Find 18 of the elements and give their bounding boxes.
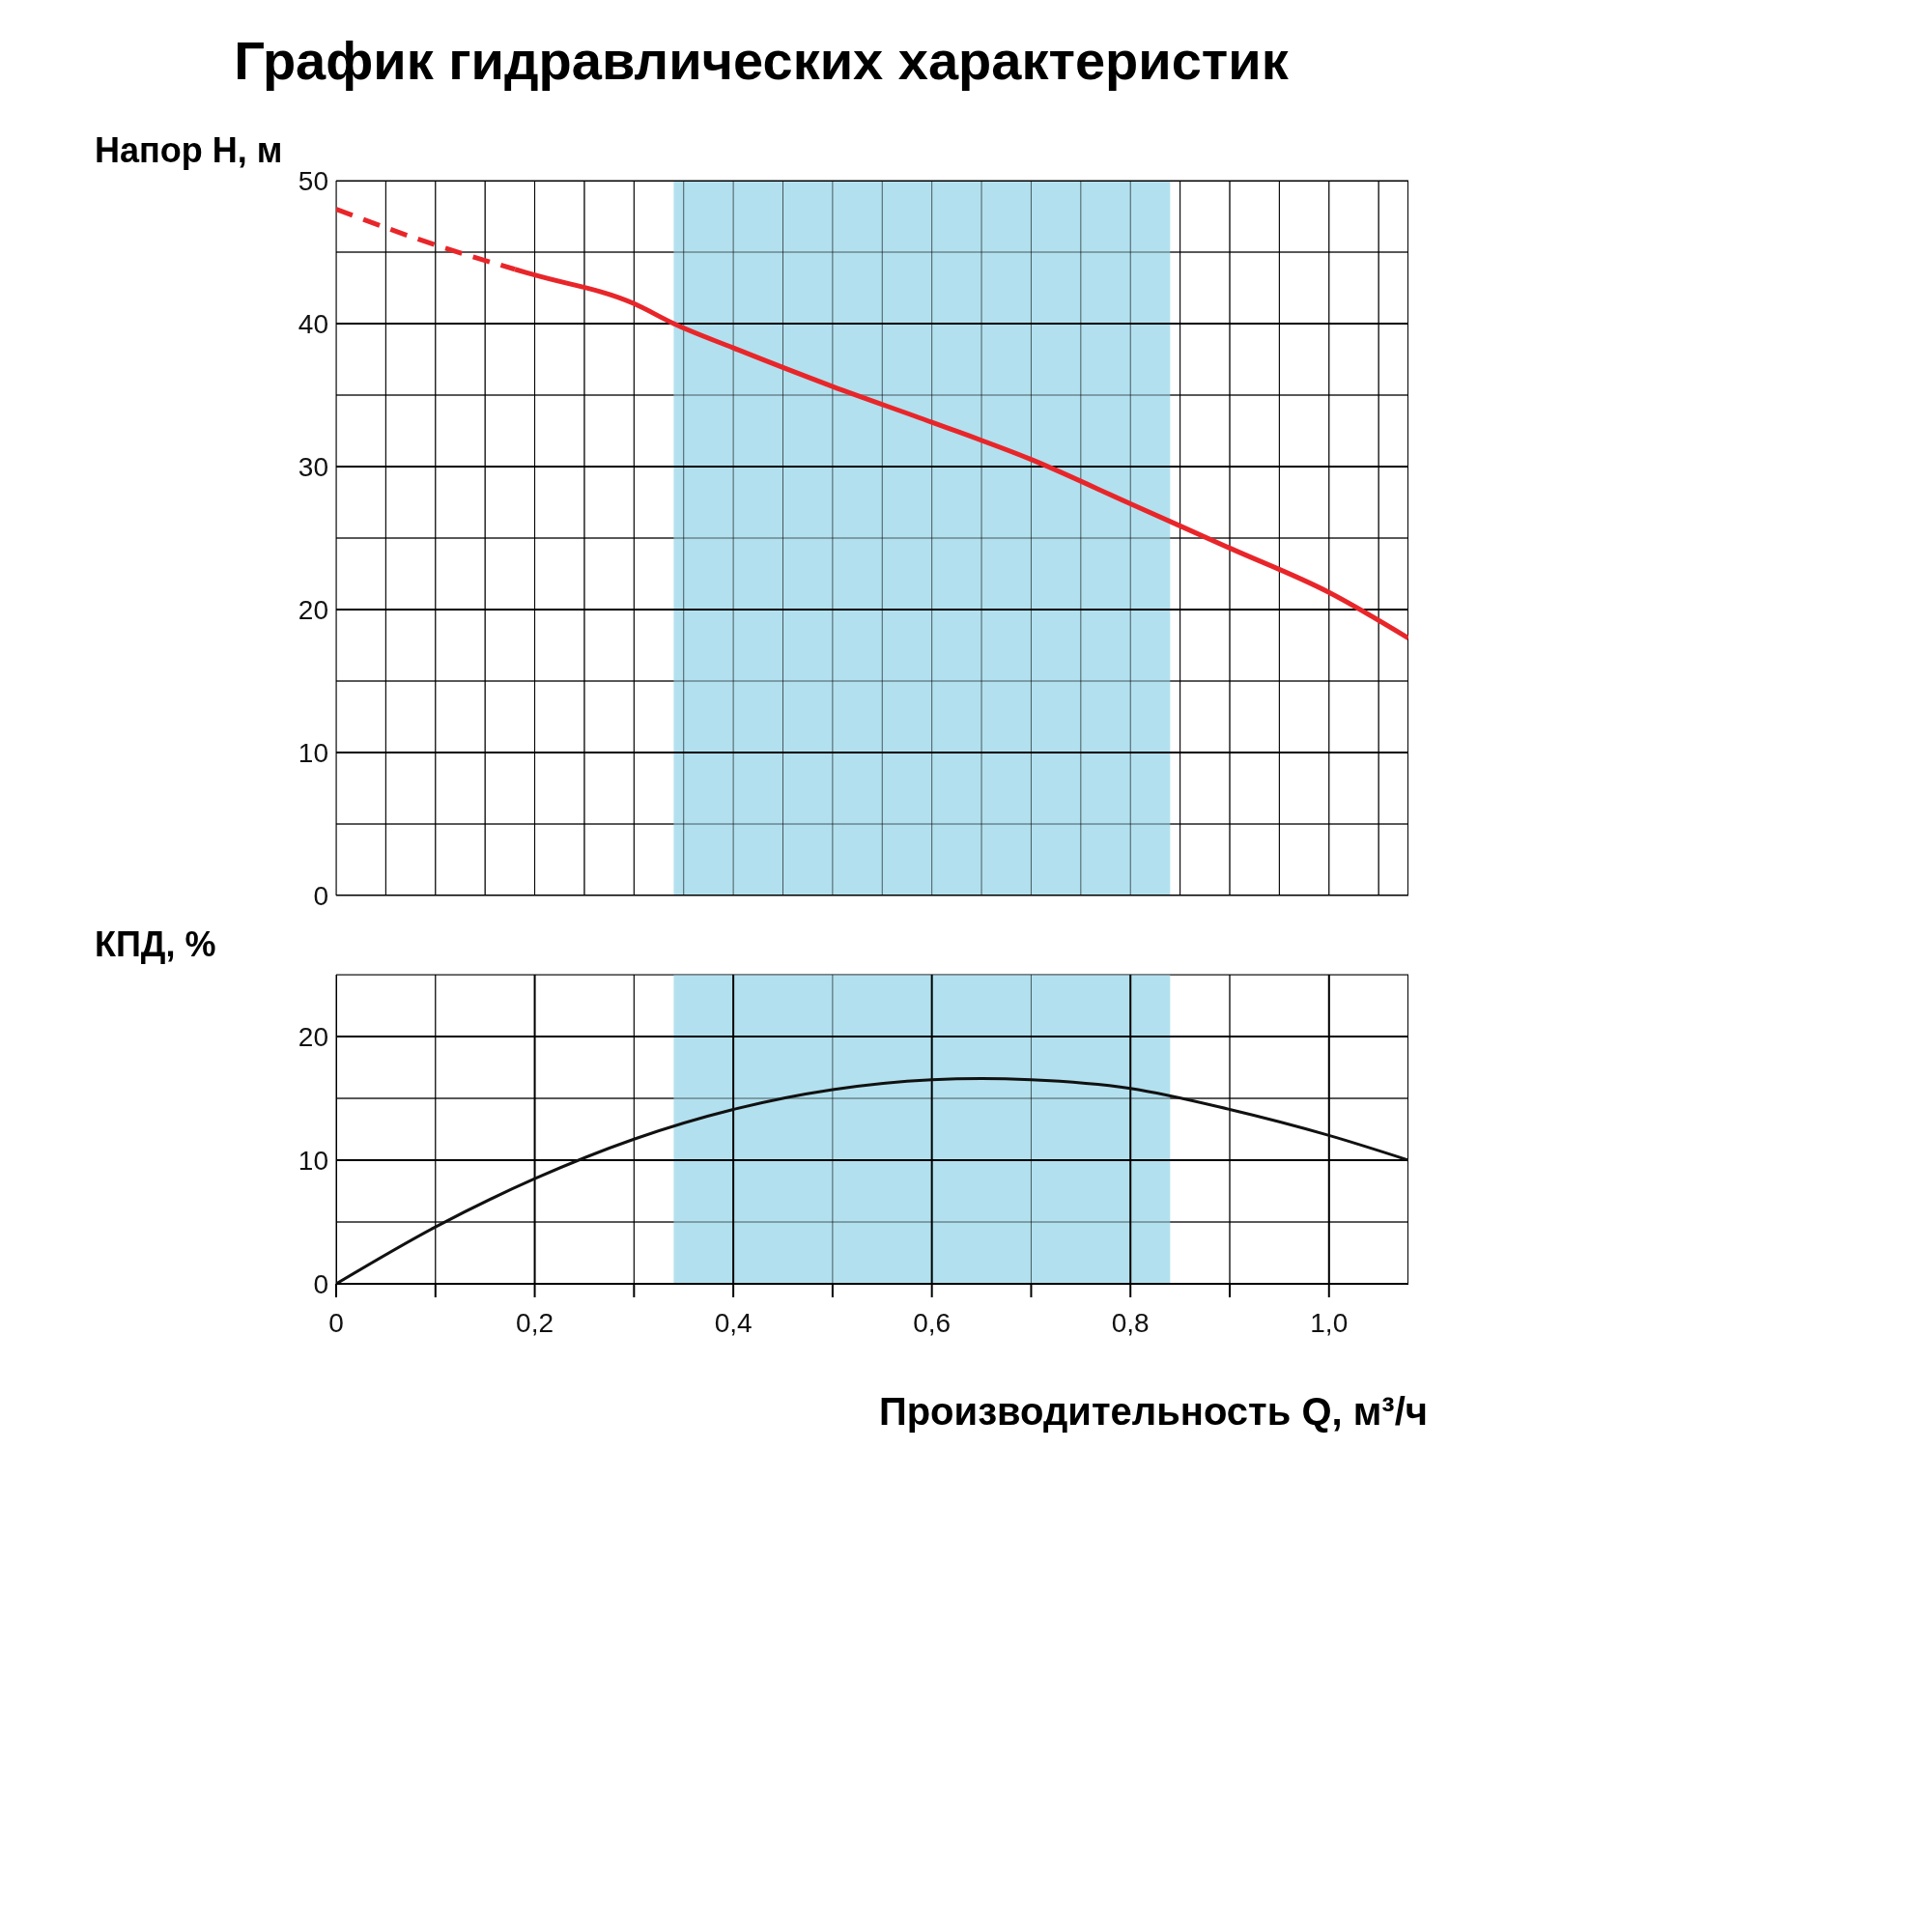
y-tick-label: 0 <box>313 880 328 911</box>
y-tick-label: 10 <box>298 737 328 768</box>
y-tick-label: 0 <box>313 1268 328 1299</box>
y-axis-title: Напор H, м <box>95 130 283 170</box>
y-tick-label: 30 <box>298 451 328 482</box>
x-tick-label: 0,8 <box>1111 1307 1150 1338</box>
chart-title: График гидравлических характеристик <box>233 29 1290 92</box>
y-axis-title: КПД, % <box>95 924 216 964</box>
x-tick-label: 1,0 <box>1310 1307 1349 1338</box>
y-tick-label: 40 <box>298 308 328 339</box>
y-tick-label: 50 <box>298 165 328 196</box>
x-tick-label: 0,4 <box>714 1307 753 1338</box>
x-axis-title: Производительность Q, м³/ч <box>877 1390 1428 1434</box>
x-tick-label: 0,6 <box>913 1307 952 1338</box>
y-tick-label: 10 <box>298 1145 328 1176</box>
y-tick-label: 20 <box>298 1021 328 1052</box>
x-tick-label: 0,2 <box>516 1307 554 1338</box>
y-tick-label: 20 <box>298 594 328 625</box>
